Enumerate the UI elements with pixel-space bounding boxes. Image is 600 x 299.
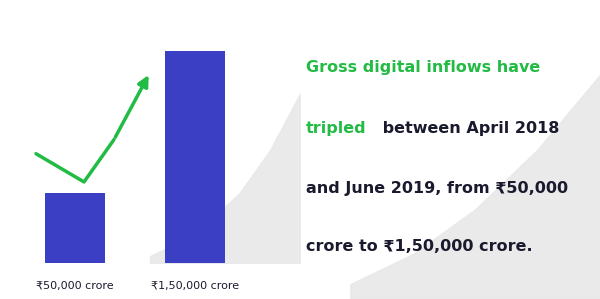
- Text: crore to ₹1,50,000 crore.: crore to ₹1,50,000 crore.: [306, 239, 533, 254]
- Text: and June 2019, from ₹50,000: and June 2019, from ₹50,000: [306, 181, 568, 196]
- Bar: [165, 51, 225, 263]
- Text: ₹50,000 crore: ₹50,000 crore: [36, 281, 114, 291]
- Text: tripled: tripled: [306, 121, 367, 136]
- Bar: [45, 193, 105, 263]
- Text: ₹1,50,000 crore: ₹1,50,000 crore: [151, 281, 239, 291]
- Text: Gross digital inflows have: Gross digital inflows have: [306, 60, 540, 75]
- Text: between April 2018: between April 2018: [377, 121, 559, 136]
